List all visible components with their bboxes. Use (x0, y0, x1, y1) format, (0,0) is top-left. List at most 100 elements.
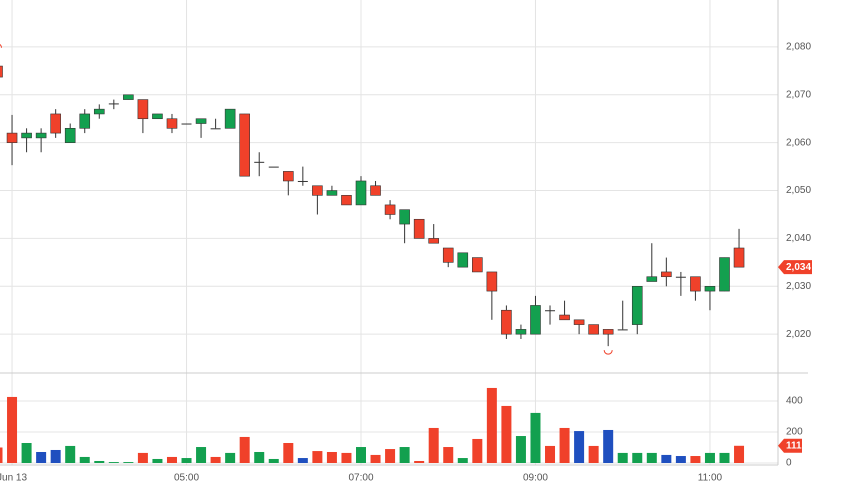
volume-bar (559, 427, 570, 463)
candle-body (602, 329, 614, 335)
volume-bar (603, 429, 614, 463)
volume-bar (181, 458, 192, 463)
volume-bar (152, 458, 163, 463)
volume-bar (196, 447, 207, 463)
candle-body (35, 132, 47, 139)
candle-body (675, 276, 686, 278)
candle-body (326, 190, 338, 196)
y-tick-label: 2,070 (786, 89, 811, 100)
candle-body (719, 257, 730, 292)
candle-body (631, 286, 643, 325)
candle-body (428, 238, 440, 244)
volume-bar (137, 452, 148, 463)
candle-body (282, 171, 294, 182)
volume-bar (501, 405, 512, 463)
candle-body (472, 257, 483, 273)
volume-bar (297, 458, 308, 463)
volume-bar (414, 460, 425, 463)
x-tick-label: 11:00 (698, 473, 723, 484)
volume-bar (617, 452, 628, 463)
y-tick-label: 2,050 (786, 185, 811, 196)
volume-bar (632, 452, 643, 463)
candle-body (370, 185, 381, 196)
volume-bar (312, 451, 323, 463)
volume-bar (588, 445, 599, 463)
candle-body (442, 247, 454, 263)
candle-body (50, 113, 61, 134)
volume-bar (515, 436, 526, 463)
volume-bar (545, 445, 556, 463)
candle-body (530, 305, 541, 335)
candle-body (21, 132, 32, 139)
volume-bar (166, 456, 177, 463)
candle-body (515, 329, 527, 335)
volume-bar (36, 451, 47, 463)
volume-tick-label: 400 (786, 396, 803, 407)
candle-body (384, 204, 396, 215)
candle-body (0, 65, 3, 78)
volume-bar (719, 452, 730, 463)
candle-body (733, 247, 745, 268)
y-tick-label: 2,080 (786, 42, 811, 53)
volume-bar (356, 447, 366, 463)
volume-bar (574, 431, 585, 463)
volume-badge-label: 111 (786, 440, 802, 451)
candle-body (64, 128, 76, 143)
volume-bar (50, 449, 61, 463)
low-marker (603, 350, 613, 355)
volume-bar (675, 456, 686, 463)
candle-body (181, 123, 192, 125)
x-tick-label: 05:00 (174, 473, 199, 484)
volume-bar (385, 449, 396, 463)
volume-bar (123, 462, 134, 463)
candle-body (355, 180, 367, 206)
volume-bar (443, 447, 454, 463)
candle-body (224, 108, 236, 129)
candle-body (690, 276, 701, 292)
candle-body (573, 319, 585, 325)
volume-bar (661, 454, 672, 463)
y-tick-label: 2,060 (786, 137, 811, 148)
candle-body (399, 209, 410, 225)
volume-bar (7, 396, 18, 463)
candle-body (312, 185, 323, 196)
candle-body (646, 276, 658, 282)
volume-bar (0, 447, 3, 463)
candle-body (341, 195, 352, 206)
volume-bar (283, 442, 294, 463)
candle-body (486, 271, 498, 292)
candle-body (588, 324, 599, 335)
candle-body (457, 252, 469, 268)
candle-body (501, 309, 512, 335)
volume-bar (21, 442, 32, 463)
x-tick-label: 09:00 (523, 473, 548, 484)
high-marker (0, 44, 2, 48)
volume-bar (690, 456, 701, 463)
volume-bar (734, 445, 745, 463)
volume-bar (94, 460, 105, 463)
volume-bar (225, 452, 236, 463)
candle-body (79, 113, 91, 129)
candle-body (123, 94, 134, 100)
y-tick-label: 2,030 (786, 281, 811, 292)
volume-bar (210, 456, 221, 463)
candle-body (137, 99, 149, 120)
candle-body (254, 161, 265, 163)
volume-bar (341, 452, 352, 463)
price-badge-label: 2,034 (786, 262, 811, 273)
volume-bar (646, 452, 657, 463)
candle-body (239, 113, 250, 177)
candle-body (195, 118, 207, 124)
candle-body (559, 314, 570, 321)
volume-bar (472, 438, 483, 463)
candle-body (704, 286, 716, 292)
volume-bar (65, 445, 76, 463)
volume-tick-label: 200 (786, 427, 803, 438)
volume-bar (370, 454, 381, 463)
candle-body (545, 310, 556, 312)
candle-body (661, 271, 672, 278)
price-badge (778, 260, 812, 275)
candle-body (617, 329, 628, 331)
